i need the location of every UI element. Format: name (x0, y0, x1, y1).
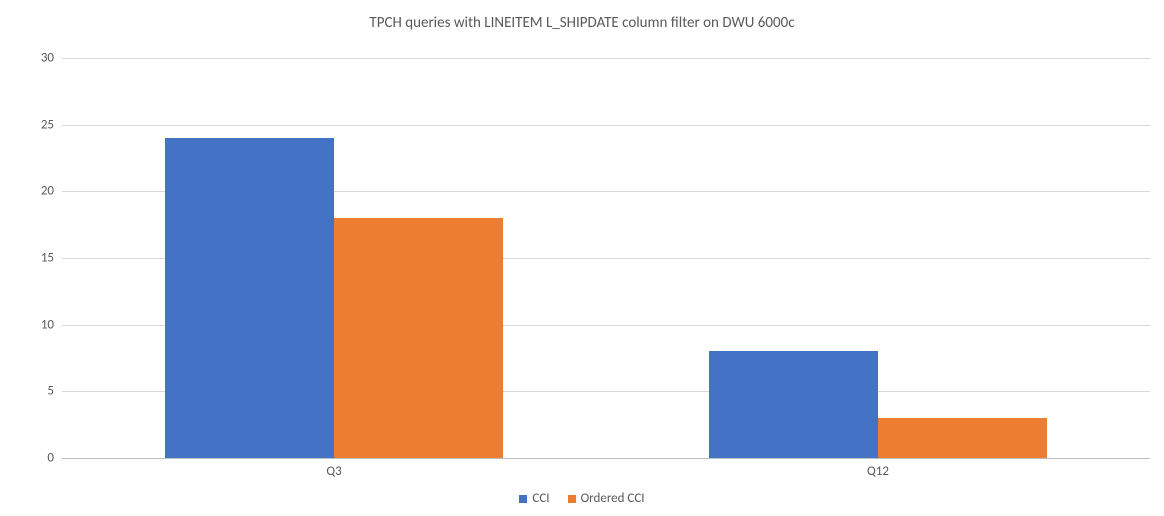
y-tick-label: 15 (41, 251, 62, 266)
legend-swatch (568, 495, 576, 503)
plot-area: 051015202530Q3Q12 (62, 58, 1150, 458)
gridline (62, 125, 1150, 126)
legend-item: CCI (519, 491, 549, 506)
y-tick-label: 5 (47, 384, 62, 399)
y-tick-label: 10 (41, 317, 62, 332)
x-tick-label: Q3 (326, 458, 341, 479)
legend: CCI Ordered CCI (0, 491, 1164, 506)
legend-label: Ordered CCI (581, 491, 645, 506)
bar (165, 138, 334, 458)
gridline (62, 458, 1150, 459)
legend-item: Ordered CCI (568, 491, 645, 506)
bar (334, 218, 503, 458)
x-tick-label: Q12 (867, 458, 889, 479)
gridline (62, 58, 1150, 59)
chart-title: TPCH queries with LINEITEM L_SHIPDATE co… (0, 14, 1164, 32)
y-tick-label: 25 (41, 117, 62, 132)
legend-swatch (519, 495, 527, 503)
legend-label: CCI (532, 491, 549, 506)
y-tick-label: 20 (41, 184, 62, 199)
chart-container: TPCH queries with LINEITEM L_SHIPDATE co… (0, 0, 1164, 516)
bar (878, 418, 1047, 458)
y-tick-label: 0 (47, 451, 62, 466)
y-tick-label: 30 (41, 51, 62, 66)
bar (709, 351, 878, 458)
